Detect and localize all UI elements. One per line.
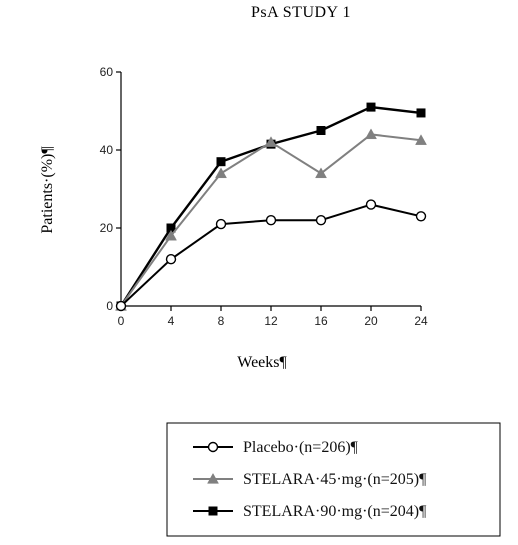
data-point-marker [115, 300, 127, 312]
data-point-marker [207, 472, 219, 484]
data-point-marker [165, 229, 177, 241]
series-placebo-n-206 [115, 199, 427, 312]
legend-label: STELARA·90·mg·(n=204)¶ [243, 503, 427, 520]
data-point-marker [315, 167, 327, 179]
data-point-marker [208, 506, 218, 516]
data-point-marker [165, 254, 177, 265]
x-tick-label: 20 [364, 314, 378, 328]
data-point-marker [216, 157, 226, 167]
data-point-marker [166, 223, 176, 233]
legend-item: Placebo·(n=206)¶ [193, 439, 359, 456]
x-tick-label: 12 [264, 314, 278, 328]
x-axis-label: Weeks¶ [237, 354, 287, 371]
data-point-marker [316, 126, 326, 135]
y-axis-label: Patients·(%)¶ [39, 146, 56, 234]
x-tick-label: 4 [168, 314, 175, 328]
data-point-marker [207, 441, 219, 453]
x-tick-label: 0 [118, 314, 125, 328]
data-point-marker [265, 214, 277, 226]
legend-item: STELARA·45·mg·(n=205)¶ [193, 471, 427, 488]
legend: Placebo·(n=206)¶ STELARA·45·mg·(n=205)¶ ST… [166, 422, 501, 537]
y-tick-label: 60 [100, 65, 114, 79]
x-tick-label: 16 [314, 314, 328, 328]
data-point-marker [265, 136, 277, 147]
series-layer [115, 102, 427, 312]
y-tick-label: 20 [100, 221, 114, 235]
data-point-marker [315, 214, 327, 226]
chart-title: PsA STUDY 1 [251, 4, 351, 21]
data-point-marker [365, 199, 377, 210]
data-point-marker [416, 108, 426, 118]
y-tick-label: 0 [106, 299, 113, 313]
data-point-marker [366, 102, 376, 112]
data-point-marker [415, 211, 427, 222]
legend-label: STELARA·45·mg·(n=205)¶ [243, 471, 427, 488]
legend-item: STELARA·90·mg·(n=204)¶ [193, 503, 427, 520]
axes: 0 20 40 60 0 4 8 12 16 20 24 [100, 65, 428, 328]
x-tick-label: 24 [414, 314, 428, 328]
y-tick-label: 40 [100, 143, 114, 157]
data-point-marker [365, 128, 377, 140]
legend-label: Placebo·(n=206)¶ [243, 439, 359, 456]
data-point-marker [215, 218, 227, 230]
x-tick-label: 8 [218, 314, 225, 328]
data-point-marker [215, 167, 227, 179]
data-point-marker [415, 134, 427, 145]
